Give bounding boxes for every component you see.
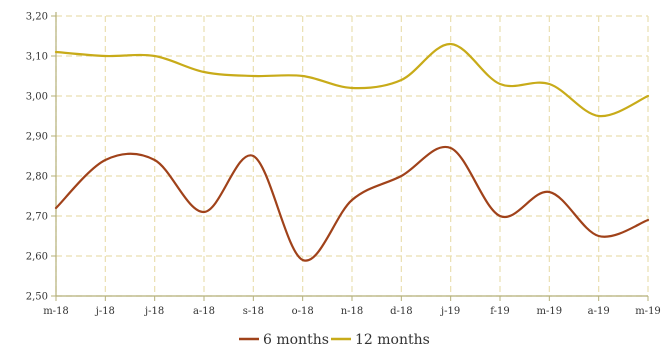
series-line-12-months	[54, 42, 650, 118]
y-axis-tick-labels: 2,50 2,60 2,70 2,80 2,90 3,00 3,10 3,20	[26, 12, 48, 303]
x-tick-label: a-19	[588, 306, 610, 317]
x-tick-label: o-18	[292, 306, 314, 317]
legend-label-6-months: 6 months	[263, 332, 329, 348]
chart-legend: 6 months 12 months	[239, 332, 430, 348]
series-line-6-months	[54, 145, 650, 262]
legend-label-12-months: 12 months	[355, 332, 430, 348]
y-tick-label: 2,80	[26, 172, 48, 183]
y-tick-label: 3,20	[26, 12, 48, 23]
x-tick-label: j-18	[144, 306, 164, 317]
x-tick-label: m-19	[635, 306, 661, 317]
x-tick-label: j-19	[440, 306, 460, 317]
y-tick-label: 2,50	[26, 292, 48, 303]
x-tick-label: f-19	[490, 306, 509, 317]
chart-axes	[51, 12, 649, 301]
y-tick-label: 2,70	[26, 212, 48, 223]
y-tick-label: 2,90	[26, 132, 48, 143]
y-tick-label: 3,00	[26, 92, 48, 103]
x-tick-label: n-18	[341, 306, 364, 317]
x-tick-label: d-18	[390, 306, 413, 317]
y-tick-label: 3,10	[26, 52, 48, 63]
y-tick-label: 2,60	[26, 252, 48, 263]
x-axis-tick-labels: m-18 j-18 j-18 a-18 s-18 o-18 n-18 d-18 j-19 f-19…	[43, 306, 661, 317]
chart-grid	[55, 15, 649, 297]
x-tick-label: s-18	[243, 306, 264, 317]
x-tick-label: j-18	[95, 306, 115, 317]
chart-series-lines	[54, 42, 650, 262]
x-tick-label: a-18	[193, 306, 215, 317]
x-tick-label: m-19	[537, 306, 563, 317]
x-tick-label: m-18	[43, 306, 69, 317]
